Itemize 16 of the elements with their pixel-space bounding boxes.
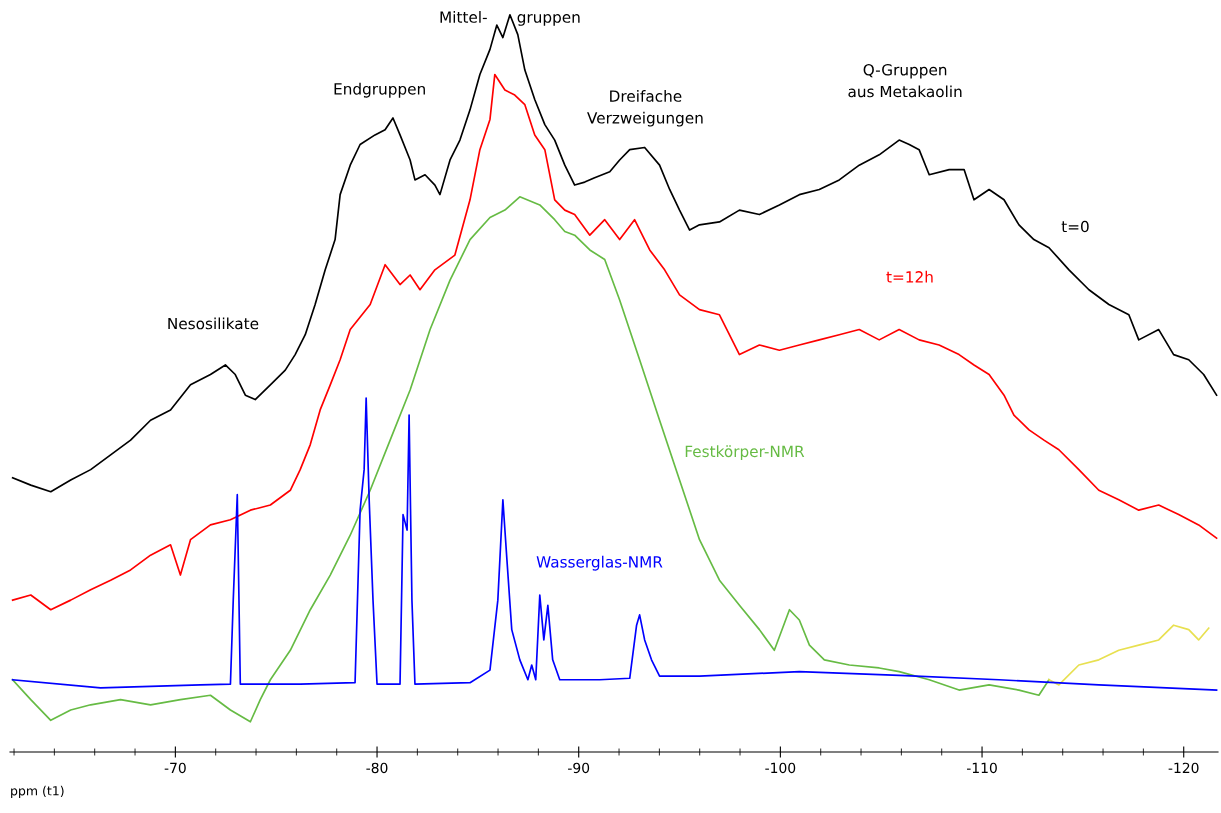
text: t=12h xyxy=(886,270,933,283)
series-label: t=0 xyxy=(1061,220,1089,233)
x-tick-label: -80 xyxy=(366,762,388,774)
x-tick-label: -120 xyxy=(1168,762,1199,774)
annotation: Nesosilikate xyxy=(168,317,259,330)
x-axis-title: ppm (t1) xyxy=(11,785,64,798)
annotation: Q-Gruppen aus Metakaolin xyxy=(848,63,962,98)
annotation: Mittel- gruppen xyxy=(440,11,580,26)
annotation: Endgruppen xyxy=(334,82,425,98)
x-tick-label: -100 xyxy=(765,762,796,774)
x-tick-label: -110 xyxy=(966,762,997,774)
series-label: Festkörper-NMR xyxy=(685,445,805,461)
x-tick-label: -90 xyxy=(568,762,590,774)
annotation: Dreifache Verzweigungen xyxy=(587,90,703,127)
series-label: Wasserglas-NMR xyxy=(536,555,663,571)
x-tick-label: -70 xyxy=(164,762,186,774)
